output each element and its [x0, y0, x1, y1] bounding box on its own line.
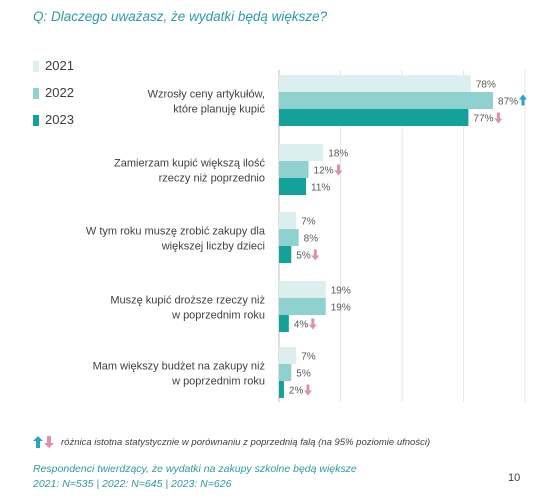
- footer-line-1: Respondenci twierdzący, że wydatki na za…: [33, 463, 357, 475]
- data-label-2023: 2%: [289, 386, 304, 397]
- arrow-down-icon: [334, 164, 343, 176]
- arrow-down-icon: [311, 249, 320, 261]
- category-label-line: Wzrosły ceny artykułów,: [148, 89, 265, 101]
- category-label-line: które planuję kupić: [173, 104, 265, 116]
- legend-swatch-2021: [33, 61, 39, 72]
- data-label-2022: 5%: [296, 369, 311, 380]
- legend-label-2022: 2022: [45, 85, 74, 100]
- category-label-line: Mam większy budżet na zakupy niż: [93, 361, 265, 373]
- data-label-2023: 11%: [311, 183, 330, 194]
- bar-2022: [279, 92, 494, 109]
- bar-2021: [279, 212, 297, 229]
- category-label-line: Muszę kupić droższe rzeczy niż: [110, 295, 265, 307]
- bar-2022: [279, 364, 292, 381]
- data-label-2022: 19%: [331, 303, 351, 314]
- bar-2023: [279, 178, 307, 195]
- legend-swatch-2022: [33, 88, 39, 99]
- bar-chart: Wzrosły ceny artykułów, które planuję kup…: [86, 70, 528, 402]
- bar-2022: [279, 298, 326, 315]
- bar-2023: [279, 315, 289, 332]
- bar-2021: [279, 75, 471, 92]
- legend-swatch-2023: [33, 115, 39, 126]
- category-label-line: w poprzednim roku: [171, 310, 265, 322]
- category-label: W tym roku muszę zrobić zakupy dla większ…: [86, 226, 266, 253]
- data-label-2023: 77%: [473, 114, 493, 125]
- bar-2021: [279, 281, 326, 298]
- category-label: Zamierzam kupić większą ilość rzeczy niż …: [114, 158, 265, 185]
- footer: Respondenci twierdzący, że wydatki na za…: [33, 462, 357, 492]
- category-label: Muszę kupić droższe rzeczy niż w poprzedn…: [110, 295, 265, 322]
- category-label-line: w poprzednim roku: [171, 376, 265, 388]
- data-label-2021: 19%: [331, 286, 351, 297]
- bar-2021: [279, 144, 324, 161]
- arrow-down-icon: [303, 384, 312, 396]
- footer-line-2: 2021: N=535 | 2022: N=645 | 2023: N=626: [33, 478, 232, 490]
- category-label: Wzrosły ceny artykułów, które planuję kup…: [148, 89, 266, 116]
- bar-2023: [279, 246, 292, 263]
- bar-2021: [279, 347, 297, 364]
- category-label-line: większej liczby dzieci: [161, 241, 265, 253]
- question-title: Q: Dlaczego uważasz, że wydatki będą wię…: [33, 9, 328, 24]
- data-label-2021: 7%: [301, 217, 316, 228]
- category-label-line: rzeczy niż poprzednio: [159, 173, 265, 185]
- bar-2022: [279, 161, 309, 178]
- significance-note: różnica istotna statystycznie w porównan…: [33, 436, 430, 448]
- category-label-line: Zamierzam kupić większą ilość: [114, 158, 265, 170]
- page-number: 10: [508, 472, 521, 484]
- significance-note-text: różnica istotna statystycznie w porównan…: [61, 436, 431, 448]
- data-label-2023: 4%: [294, 320, 309, 331]
- arrow-up-icon: [519, 94, 528, 106]
- data-label-2021: 78%: [476, 80, 496, 91]
- category-label: Mam większy budżet na zakupy niż w poprze…: [93, 361, 265, 388]
- legend-label-2021: 2021: [45, 58, 74, 73]
- legend-label-2023: 2023: [45, 112, 74, 127]
- data-label-2022: 87%: [498, 97, 518, 108]
- bar-2023: [279, 109, 469, 126]
- category-label-line: W tym roku muszę zrobić zakupy dla: [86, 226, 266, 238]
- bar-2022: [279, 229, 299, 246]
- data-label-2021: 18%: [328, 149, 348, 160]
- data-label-2022: 8%: [304, 234, 319, 245]
- arrow-down-icon: [308, 318, 317, 330]
- bar-2023: [279, 381, 284, 398]
- data-label-2021: 7%: [301, 352, 316, 363]
- up-down-arrows-icon: [33, 436, 54, 448]
- arrow-down-icon: [494, 112, 503, 124]
- data-label-2022: 12%: [314, 166, 334, 177]
- data-label-2023: 5%: [296, 251, 311, 262]
